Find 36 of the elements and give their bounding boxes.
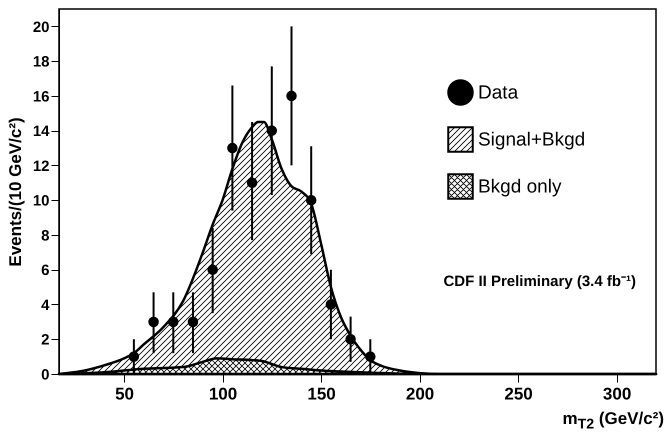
point	[188, 316, 198, 328]
y-tick-label: 4	[41, 296, 50, 314]
x-tick-label: 200	[406, 384, 434, 404]
y-tick-label: 18	[32, 54, 50, 71]
point	[168, 316, 179, 328]
y-tick-label: 8	[41, 227, 50, 244]
point	[207, 264, 218, 275]
point	[266, 125, 278, 136]
y-tick-label: 0	[41, 366, 50, 384]
point	[246, 178, 258, 188]
x-tick-label: 50	[115, 384, 134, 404]
y-tick-label: 20	[32, 18, 50, 36]
y-tick-label: 14	[32, 123, 50, 140]
x-tick-label: 250	[504, 384, 533, 404]
y-tick-label: 12	[32, 158, 50, 175]
y-tick-label: 16	[32, 88, 50, 106]
point	[128, 351, 140, 362]
point	[148, 316, 159, 328]
point	[326, 299, 336, 310]
y-tick-label: 10	[32, 192, 50, 210]
y-tick-label: 2	[41, 332, 50, 349]
point	[227, 142, 238, 154]
annotation: CDF II Preliminary (3.4 fb⁻¹)	[443, 272, 636, 290]
point	[365, 351, 376, 362]
point	[306, 194, 316, 206]
point	[345, 334, 356, 344]
point	[286, 90, 297, 102]
legend-label: Data	[478, 82, 519, 104]
x-tick-label: 100	[208, 384, 238, 404]
y-tick-label: 6	[41, 262, 50, 280]
x-tick-label: 150	[307, 384, 336, 404]
x-axis-title: m$_{T2}$ (GeV/c²)	[562, 408, 664, 432]
legend-label: Signal+Bkgd	[478, 130, 586, 150]
y-axis-title: Events/(10 GeV/c²)	[6, 117, 25, 267]
legend-label: Bkgd only	[478, 176, 562, 198]
x-tick-label: 300	[602, 384, 632, 404]
